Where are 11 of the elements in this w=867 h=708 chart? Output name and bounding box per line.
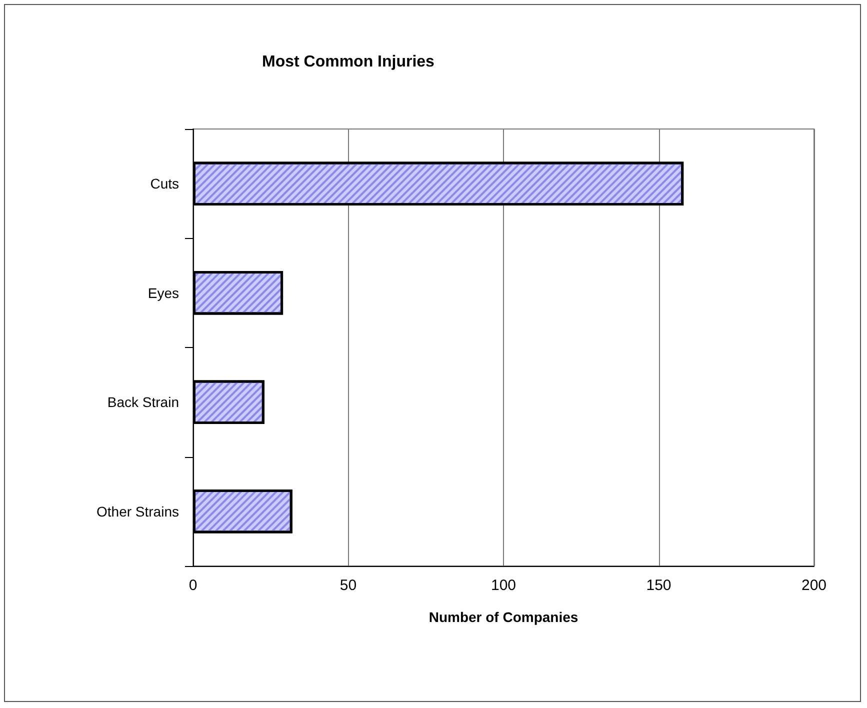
x-tick-label: 100 (490, 577, 516, 594)
y-tick-label: Cuts (150, 176, 179, 192)
y-tick-label: Back Strain (107, 394, 179, 410)
x-axis-title: Number of Companies (428, 609, 578, 625)
x-tick-label: 50 (340, 577, 357, 594)
y-tick-label: Eyes (148, 284, 179, 301)
chart-title: Most Common Injuries (262, 54, 435, 70)
x-tick-label: 150 (646, 577, 672, 594)
x-tick-label: 0 (188, 577, 198, 594)
y-tick-label: Other Strains (96, 503, 179, 520)
x-tick-label: 200 (801, 577, 827, 594)
